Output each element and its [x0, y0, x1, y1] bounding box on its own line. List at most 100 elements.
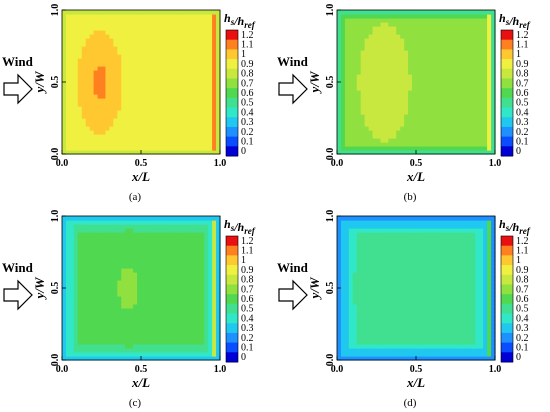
heatmap-cell: [65, 74, 71, 79]
heatmap-cell: [447, 54, 453, 59]
heatmap-cell: [376, 304, 382, 309]
heatmap-cell: [356, 114, 362, 119]
heatmap-cell: [152, 344, 158, 349]
heatmap-cell: [412, 30, 417, 35]
heatmap-cell: [364, 232, 370, 237]
heatmap-cell: [200, 150, 205, 155]
heatmap-cell: [404, 54, 409, 59]
heatmap-cell: [348, 18, 354, 23]
heatmap-cell: [176, 244, 182, 249]
heatmap-cell: [176, 62, 182, 67]
heatmap-cell: [73, 26, 79, 31]
heatmap-cell: [352, 252, 358, 257]
heatmap-cell: [89, 78, 95, 83]
heatmap-cell: [105, 114, 110, 119]
heatmap-cell: [101, 288, 107, 293]
y-tick-label: 0.5: [325, 76, 336, 89]
heatmap-cell: [77, 114, 83, 119]
heatmap-cell: [85, 216, 91, 221]
heatmap-cell: [463, 102, 468, 107]
heatmap-cell: [184, 336, 189, 341]
heatmap-cell: [109, 18, 114, 23]
heatmap-cell: [172, 114, 178, 119]
heatmap-cell: [412, 138, 417, 143]
heatmap-cell: [188, 126, 193, 131]
heatmap-cell: [463, 130, 468, 135]
heatmap-cell: [176, 356, 182, 361]
heatmap-cell: [463, 14, 468, 19]
heatmap-cell: [69, 312, 75, 317]
heatmap-cell: [404, 10, 409, 15]
heatmap-cell: [404, 86, 409, 91]
heatmap-cell: [172, 276, 178, 281]
heatmap-cell: [180, 106, 186, 111]
heatmap-cell: [152, 58, 158, 63]
heatmap-cell: [97, 142, 103, 147]
heatmap-cell: [105, 138, 110, 143]
heatmap-cell: [439, 142, 445, 147]
heatmap-cell: [439, 94, 445, 99]
heatmap-cell: [65, 10, 71, 15]
heatmap-cell: [69, 248, 75, 253]
heatmap-cell: [141, 316, 146, 321]
heatmap-cell: [356, 348, 362, 353]
heatmap-cell: [400, 46, 405, 51]
heatmap-cell: [384, 272, 389, 277]
heatmap-cell: [483, 82, 488, 87]
heatmap-cell: [184, 328, 189, 333]
heatmap-cell: [439, 78, 445, 83]
heatmap-cell: [144, 240, 150, 245]
heatmap-cell: [113, 324, 118, 329]
heatmap-cell: [81, 304, 87, 309]
heatmap-cell: [216, 114, 221, 119]
heatmap-cell: [192, 142, 197, 147]
heatmap-cell: [125, 118, 130, 123]
heatmap-cell: [376, 264, 382, 269]
heatmap-cell: [129, 122, 134, 127]
heatmap-cell: [348, 276, 354, 281]
heatmap-cell: [156, 34, 162, 39]
heatmap-cell: [125, 280, 130, 285]
heatmap-cell: [212, 122, 217, 127]
heatmap-cell: [160, 106, 166, 111]
heatmap-cell: [137, 10, 142, 15]
heatmap-cell: [340, 22, 346, 27]
heatmap-cell: [360, 352, 366, 357]
heatmap-cell: [368, 244, 374, 249]
heatmap-cell: [364, 102, 370, 107]
heatmap-cell: [192, 320, 197, 325]
heatmap-cell: [352, 228, 358, 233]
heatmap-cell: [204, 22, 209, 27]
heatmap-cell: [93, 320, 99, 325]
heatmap-cell: [172, 98, 178, 103]
heatmap-cell: [184, 352, 189, 357]
heatmap-cell: [141, 216, 146, 221]
heatmap-cell: [479, 114, 484, 119]
heatmap-cell: [216, 228, 221, 233]
heatmap-cell: [392, 336, 397, 341]
heatmap-cell: [419, 142, 425, 147]
heatmap-cell: [491, 18, 496, 23]
heatmap-cell: [62, 14, 67, 19]
heatmap-cell: [400, 114, 405, 119]
heatmap-cell: [384, 138, 389, 143]
heatmap-cell: [144, 46, 150, 51]
heatmap-cell: [216, 78, 221, 83]
heatmap-cell: [204, 348, 209, 353]
heatmap-cell: [141, 98, 146, 103]
heatmap-cell: [105, 288, 110, 293]
heatmap-cell: [392, 118, 397, 123]
heatmap-cell: [337, 236, 342, 241]
heatmap-cell: [376, 118, 382, 123]
heatmap-cell: [360, 150, 366, 155]
heatmap-cell: [364, 34, 370, 39]
heatmap-cell: [180, 348, 186, 353]
heatmap-cell: [97, 86, 103, 91]
heatmap-cell: [113, 142, 118, 147]
heatmap-cell: [435, 50, 441, 55]
heatmap-cell: [180, 10, 186, 15]
heatmap-cell: [431, 98, 437, 103]
heatmap-cell: [160, 244, 166, 249]
heatmap-cell: [85, 58, 91, 63]
heatmap-cell: [93, 50, 99, 55]
